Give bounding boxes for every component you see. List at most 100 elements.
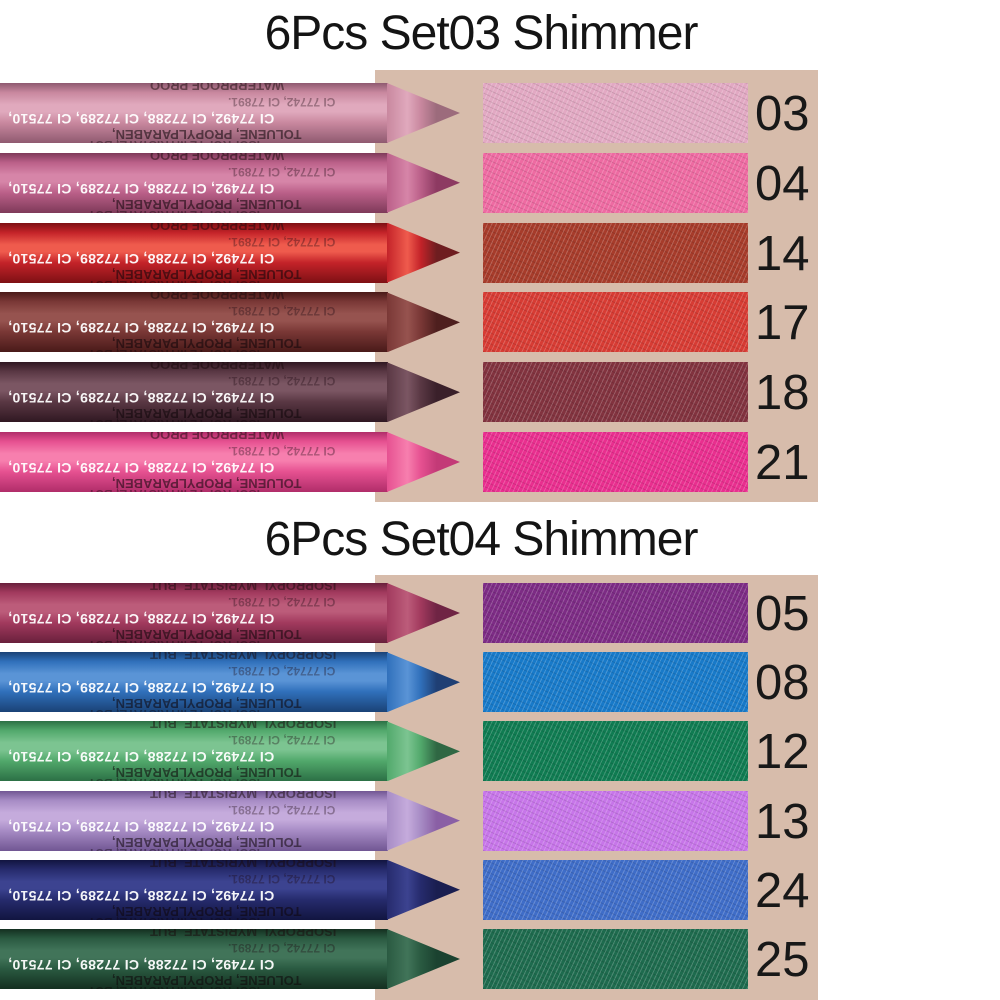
pencil-marking-ci-long: CI 77492, CI 77288, CI 77289, CI 77510,: [8, 680, 275, 697]
pencil-body: ISOPROPYL MYRISTATE, BUT CI 77742, CI 77…: [0, 929, 388, 989]
product-row-24: ISOPROPYL MYRISTATE, BUT CI 77742, CI 77…: [0, 859, 1000, 920]
pencil-body: WATERPROOF PROO CI 77742, CI 77891. CI 7…: [0, 83, 388, 143]
color-swatch: [483, 83, 748, 143]
pencil-marking-isopropyl: ISOPROPYL MYRISTATE, BUT: [88, 638, 260, 643]
pencil-marking-ci-long: CI 77492, CI 77288, CI 77289, CI 77510,: [8, 460, 275, 476]
eyeliner-pencil: ISOPROPYL MYRISTATE, BUT CI 77742, CI 77…: [0, 652, 462, 713]
color-swatch: [483, 362, 748, 423]
pencil-marking-ci-long: CI 77492, CI 77288, CI 77289, CI 77510,: [8, 957, 275, 973]
pencil-tip: [387, 583, 460, 643]
pencil-marking-top: WATERPROOF PROO: [150, 83, 285, 93]
color-swatch: [483, 152, 748, 213]
set04-section: ISOPROPYL MYRISTATE, BUT CI 77742, CI 77…: [0, 575, 1000, 1000]
pencil-marking-ci-long: CI 77492, CI 77288, CI 77289, CI 77510,: [8, 111, 275, 127]
product-row-18: WATERPROOF PROO CI 77742, CI 77891. CI 7…: [0, 362, 1000, 423]
pencil-marking-ci-long: CI 77492, CI 77288, CI 77289, CI 77510,: [8, 818, 275, 835]
pencil-marking-isopropyl: ISOPROPYL MYRISTATE, BUT: [88, 347, 260, 352]
pencil-marking-isopropyl: ISOPROPYL MYRISTATE, BUT: [88, 707, 260, 712]
pencil-marking-ci-long: CI 77492, CI 77288, CI 77289, CI 77510,: [8, 749, 275, 766]
product-row-21: WATERPROOF PROO CI 77742, CI 77891. CI 7…: [0, 432, 1000, 492]
eyeliner-pencil: ISOPROPYL MYRISTATE, BUT CI 77742, CI 77…: [0, 929, 462, 989]
pencil-marking-ci-short: CI 77742, CI 77891.: [228, 164, 336, 179]
eyeliner-pencil: ISOPROPYL MYRISTATE, BUT CI 77742, CI 77…: [0, 859, 462, 920]
pencil-marking-ci-short: CI 77742, CI 77891.: [228, 95, 336, 109]
pencil-marking-top: ISOPROPYL MYRISTATE, BUT: [150, 721, 337, 732]
eyeliner-pencil: ISOPROPYL MYRISTATE, BUT CI 77742, CI 77…: [0, 790, 462, 851]
eyeliner-pencil: WATERPROOF PROO CI 77742, CI 77891. CI 7…: [0, 432, 462, 492]
color-swatch: [483, 292, 748, 353]
pencil-marking-isopropyl: ISOPROPYL MYRISTATE, BUT: [88, 138, 260, 143]
color-swatch: [483, 583, 748, 643]
product-row-04: WATERPROOF PROO CI 77742, CI 77891. CI 7…: [0, 152, 1000, 213]
pencil-tip: [387, 790, 460, 851]
pencil-marking-isopropyl: ISOPROPYL MYRISTATE, BUT: [88, 487, 260, 492]
pencil-marking-ci-long: CI 77492, CI 77288, CI 77289, CI 77510,: [8, 611, 275, 627]
pencil-body: ISOPROPYL MYRISTATE, BUT CI 77742, CI 77…: [0, 721, 388, 782]
product-row-08: ISOPROPYL MYRISTATE, BUT CI 77742, CI 77…: [0, 652, 1000, 713]
product-row-17: WATERPROOF PROO CI 77742, CI 77891. CI 7…: [0, 292, 1000, 353]
pencil-marking-ci-long: CI 77492, CI 77288, CI 77289, CI 77510,: [8, 390, 275, 407]
pencil-marking-ci-short: CI 77742, CI 77891.: [228, 234, 336, 249]
pencil-tip: [387, 362, 460, 423]
set03-title: 6Pcs Set03 Shimmer: [264, 7, 699, 60]
pencil-marking-top: WATERPROOF PROO: [150, 362, 285, 373]
pencil-marking-ci-short: CI 77742, CI 77891.: [228, 941, 336, 955]
pencil-marking-top: ISOPROPYL MYRISTATE, BUT: [150, 583, 337, 593]
pencil-tip: [387, 152, 460, 213]
eyeliner-pencil: WATERPROOF PROO CI 77742, CI 77891. CI 7…: [0, 152, 462, 213]
pencil-marking-ci-short: CI 77742, CI 77891.: [228, 871, 336, 886]
product-row-25: ISOPROPYL MYRISTATE, BUT CI 77742, CI 77…: [0, 929, 1000, 989]
pencil-tip: [387, 929, 460, 989]
pencil-marking-ci-short: CI 77742, CI 77891.: [228, 304, 336, 319]
shade-number: 08: [755, 656, 810, 711]
pencil-marking-ci-long: CI 77492, CI 77288, CI 77289, CI 77510,: [8, 180, 275, 197]
pencil-marking-ci-short: CI 77742, CI 77891.: [228, 802, 336, 817]
pencil-marking-ci-short: CI 77742, CI 77891.: [228, 374, 336, 389]
shade-number: 18: [755, 366, 810, 421]
shade-number: 25: [755, 933, 810, 987]
pencil-body: WATERPROOF PROO CI 77742, CI 77891. CI 7…: [0, 152, 388, 213]
eyeliner-pencil: WATERPROOF PROO CI 77742, CI 77891. CI 7…: [0, 362, 462, 423]
pencil-marking-isopropyl: ISOPROPYL MYRISTATE, BUT: [88, 984, 260, 989]
product-row-03: WATERPROOF PROO CI 77742, CI 77891. CI 7…: [0, 83, 1000, 143]
color-swatch: [483, 790, 748, 851]
pencil-marking-isopropyl: ISOPROPYL MYRISTATE, BUT: [88, 915, 260, 920]
shade-number: 05: [755, 587, 810, 641]
pencil-marking-ci-short: CI 77742, CI 77891.: [228, 664, 336, 679]
color-swatch: [483, 652, 748, 713]
pencil-marking-ci-short: CI 77742, CI 77891.: [228, 444, 336, 458]
shade-number: 04: [755, 156, 810, 211]
set04-title: 6Pcs Set04 Shimmer: [264, 513, 699, 566]
color-swatch: [483, 432, 748, 492]
shade-number: 24: [755, 863, 810, 918]
pencil-marking-top: WATERPROOF PROO: [150, 222, 285, 233]
eyeliner-pencil: WATERPROOF PROO CI 77742, CI 77891. CI 7…: [0, 292, 462, 353]
pencil-tip: [387, 83, 460, 143]
product-row-05: ISOPROPYL MYRISTATE, BUT CI 77742, CI 77…: [0, 583, 1000, 643]
eyeliner-pencil: WATERPROOF PROO CI 77742, CI 77891. CI 7…: [0, 222, 462, 283]
pencil-body: ISOPROPYL MYRISTATE, BUT CI 77742, CI 77…: [0, 583, 388, 643]
pencil-marking-top: ISOPROPYL MYRISTATE, BUT: [150, 652, 337, 663]
pencil-marking-top: ISOPROPYL MYRISTATE, BUT: [150, 929, 337, 939]
pencil-marking-ci-long: CI 77492, CI 77288, CI 77289, CI 77510,: [8, 320, 275, 337]
pencil-marking-ci-long: CI 77492, CI 77288, CI 77289, CI 77510,: [8, 887, 275, 904]
set03-section: WATERPROOF PROO CI 77742, CI 77891. CI 7…: [0, 70, 1000, 502]
pencil-marking-isopropyl: ISOPROPYL MYRISTATE, BUT: [88, 776, 260, 781]
eyeliner-pencil: ISOPROPYL MYRISTATE, BUT CI 77742, CI 77…: [0, 721, 462, 782]
shade-number: 21: [755, 436, 810, 490]
pencil-body: WATERPROOF PROO CI 77742, CI 77891. CI 7…: [0, 292, 388, 353]
pencil-marking-top: WATERPROOF PROO: [150, 432, 285, 442]
pencil-body: WATERPROOF PROO CI 77742, CI 77891. CI 7…: [0, 222, 388, 283]
pencil-tip: [387, 222, 460, 283]
eyeliner-pencil: ISOPROPYL MYRISTATE, BUT CI 77742, CI 77…: [0, 583, 462, 643]
shade-number: 12: [755, 725, 810, 780]
pencil-marking-top: ISOPROPYL MYRISTATE, BUT: [150, 790, 337, 801]
eyeliner-pencil: WATERPROOF PROO CI 77742, CI 77891. CI 7…: [0, 83, 462, 143]
pencil-tip: [387, 292, 460, 353]
pencil-marking-isopropyl: ISOPROPYL MYRISTATE, BUT: [88, 846, 260, 851]
pencil-body: ISOPROPYL MYRISTATE, BUT CI 77742, CI 77…: [0, 790, 388, 851]
shade-number: 03: [755, 87, 810, 141]
pencil-tip: [387, 859, 460, 920]
pencil-body: WATERPROOF PROO CI 77742, CI 77891. CI 7…: [0, 362, 388, 423]
